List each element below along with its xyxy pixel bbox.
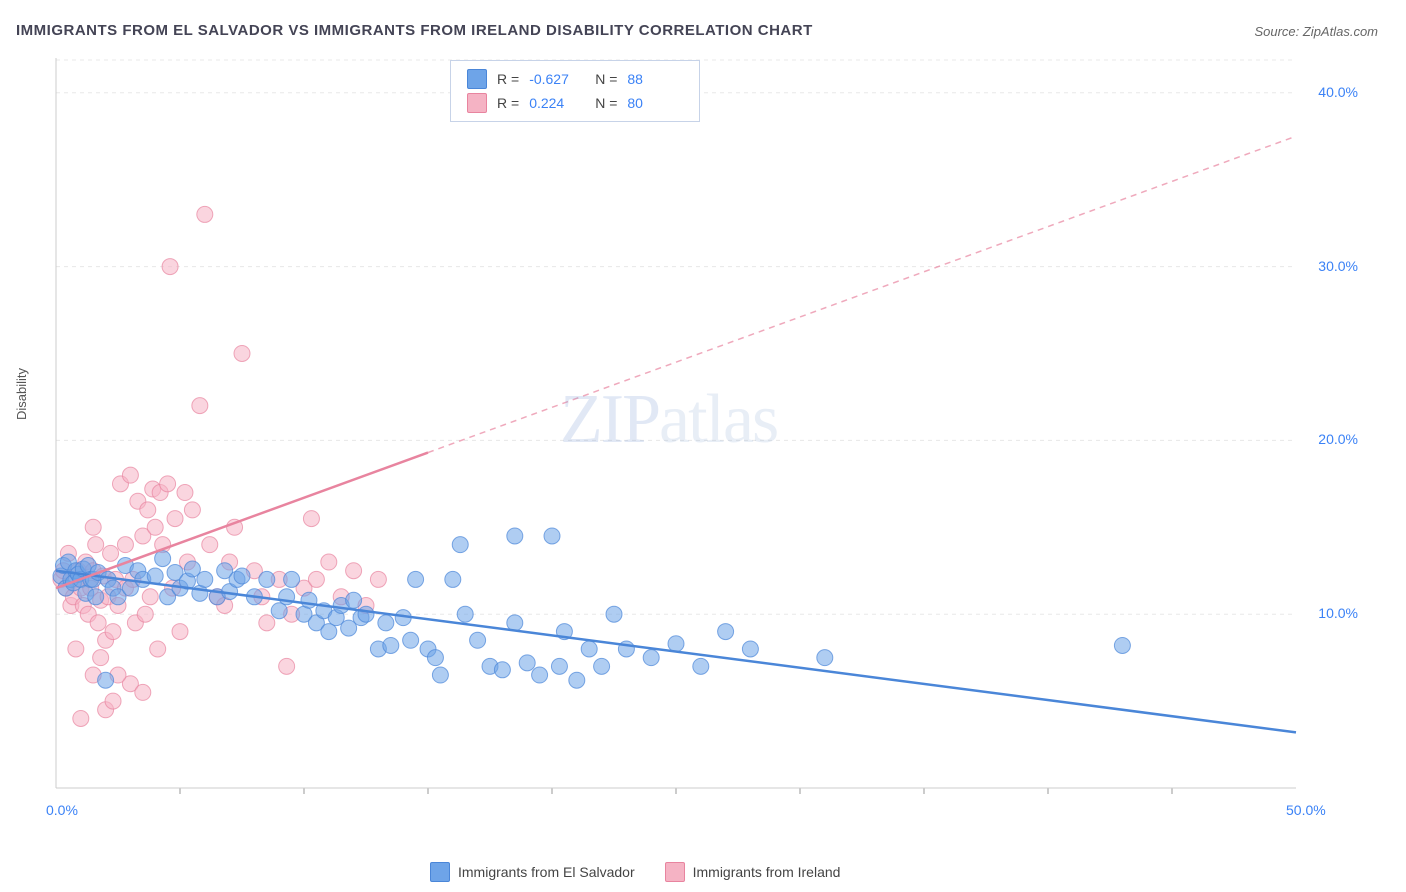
y-tick-label: 30.0% [1318, 258, 1358, 274]
n-value: 80 [627, 95, 683, 111]
chart-plot-area: 0.0% 50.0% 10.0% 20.0% 30.0% 40.0% [46, 58, 1366, 828]
legend-row-blue: R = -0.627 N = 88 [455, 67, 695, 91]
series-legend: Immigrants from El Salvador Immigrants f… [430, 862, 840, 882]
r-value: 0.224 [529, 95, 585, 111]
r-value: -0.627 [529, 71, 585, 87]
swatch-icon [665, 862, 685, 882]
legend-item-pink: Immigrants from Ireland [665, 862, 841, 882]
y-tick-label: 10.0% [1318, 605, 1358, 621]
source-attribution: Source: ZipAtlas.com [1254, 24, 1378, 39]
chart-title: IMMIGRANTS FROM EL SALVADOR VS IMMIGRANT… [16, 22, 813, 39]
n-label: N = [595, 95, 617, 111]
legend-row-pink: R = 0.224 N = 80 [455, 91, 695, 115]
x-tick-label: 0.0% [46, 802, 78, 818]
correlation-legend: R = -0.627 N = 88 R = 0.224 N = 80 [450, 60, 700, 122]
legend-item-blue: Immigrants from El Salvador [430, 862, 635, 882]
n-value: 88 [627, 71, 683, 87]
r-label: R = [497, 95, 519, 111]
swatch-icon [430, 862, 450, 882]
legend-label: Immigrants from El Salvador [458, 864, 635, 880]
legend-label: Immigrants from Ireland [693, 864, 841, 880]
n-label: N = [595, 71, 617, 87]
y-tick-label: 40.0% [1318, 84, 1358, 100]
x-tick-label: 50.0% [1286, 802, 1326, 818]
y-axis-label: Disability [14, 368, 29, 420]
scatter-plot-svg [46, 58, 1366, 828]
y-tick-label: 20.0% [1318, 431, 1358, 447]
r-label: R = [497, 71, 519, 87]
swatch-icon [467, 93, 487, 113]
swatch-icon [467, 69, 487, 89]
